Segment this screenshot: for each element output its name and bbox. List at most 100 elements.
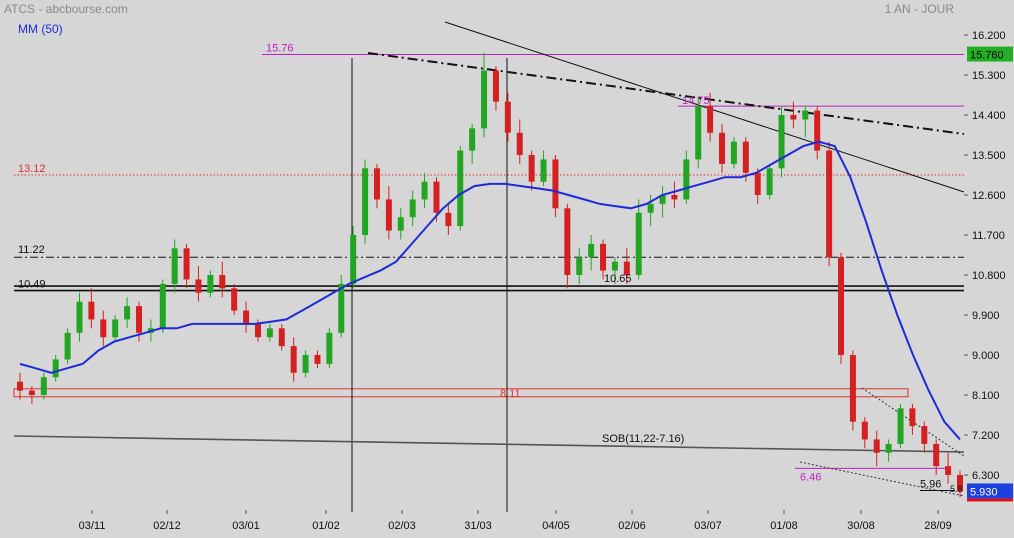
candle-body: [302, 355, 309, 373]
candle-65: [790, 101, 797, 129]
candle-43: [528, 150, 535, 191]
candle-body: [861, 421, 868, 440]
candle-71: [861, 417, 868, 449]
downtrend-line: [444, 21, 965, 193]
candle-body: [849, 355, 856, 422]
candle-34: [421, 172, 428, 209]
candle-body: [195, 279, 202, 293]
candle-41: [504, 92, 511, 142]
x-tick-8: 03/07: [694, 520, 722, 532]
candle-body: [635, 212, 642, 275]
candle-body: [945, 466, 952, 475]
candle-56: [683, 150, 690, 204]
x-tick-5: 31/03: [464, 520, 492, 532]
candle-body: [254, 323, 261, 338]
candle-64: [778, 106, 785, 178]
candle-73: [885, 439, 892, 462]
candle-13: [171, 239, 178, 293]
level-label-6: 6.46: [800, 471, 821, 483]
candle-27: [338, 275, 345, 338]
candle-body: [933, 443, 940, 467]
candle-body: [707, 106, 714, 133]
candle-48: [588, 235, 595, 271]
candle-body: [183, 248, 190, 280]
candle-body: [838, 257, 845, 355]
trendline-label: SOB(11,22-7.16): [602, 433, 684, 445]
candle-body: [957, 475, 963, 492]
candle-body: [730, 141, 737, 164]
candle-body: [588, 243, 595, 258]
candle-9: [124, 297, 131, 329]
candle-body: [528, 155, 535, 182]
candle-77: [933, 439, 940, 475]
candle-52: [635, 199, 642, 280]
candle-16: [207, 270, 214, 298]
candle-61: [742, 137, 749, 182]
zone-label: 8.11: [500, 388, 521, 400]
candle-body: [671, 195, 678, 200]
candle-body: [100, 319, 107, 338]
candle-body: [552, 159, 559, 209]
level-label-0: 15.76: [266, 43, 294, 55]
candle-body: [433, 181, 440, 213]
candle-body: [207, 275, 214, 293]
candle-45: [552, 155, 559, 218]
candle-22: [278, 323, 285, 351]
candle-body: [683, 159, 690, 200]
candle-72: [873, 430, 880, 467]
y-tick-6: 10.800: [972, 270, 1006, 282]
candle-31: [385, 186, 392, 240]
candle-body: [564, 208, 571, 275]
candle-body: [445, 212, 452, 227]
candle-body: [469, 128, 476, 151]
candle-body: [112, 319, 119, 338]
candle-29: [362, 159, 369, 244]
candle-75: [909, 403, 916, 435]
candle-15: [195, 266, 202, 302]
candle-body: [159, 283, 166, 329]
candle-57: [695, 97, 702, 169]
candle-body: [326, 332, 333, 364]
candle-38: [469, 123, 476, 164]
y-tick-8: 9.000: [972, 350, 1000, 362]
level-label-5: 10.65: [604, 273, 632, 285]
candle-body: [719, 132, 726, 164]
candle-6: [88, 288, 95, 329]
y-tick-3: 13.500: [972, 150, 1006, 162]
candle-body: [623, 261, 630, 275]
candle-body: [409, 199, 416, 218]
x-tick-2: 03/01: [232, 520, 260, 532]
x-axis: 03/11 02/12 03/01 01/02 02/03 31/03 04/05 02/06…: [79, 510, 952, 532]
candle-24: [302, 350, 309, 378]
candle-body: [457, 150, 464, 227]
candle-2: [40, 372, 47, 400]
level-label-2: 13.12: [18, 163, 46, 175]
y-tick-9: 8.100: [972, 390, 1000, 402]
candle-body: [76, 301, 83, 333]
candle-50: [611, 257, 618, 284]
price-tag-high-bg: [967, 46, 1013, 62]
candle-36: [445, 203, 452, 235]
candle-8: [112, 315, 119, 342]
candle-54: [659, 186, 666, 218]
candle-body: [659, 195, 666, 204]
y-axis: 16.200 15.300 14.400 13.500 12.600 11.700 10.8…: [964, 30, 1006, 482]
candle-7: [100, 310, 107, 347]
candle-body: [766, 168, 773, 195]
candlesticks: [17, 52, 963, 498]
candle-70: [849, 350, 856, 431]
candle-78: [945, 452, 952, 484]
x-tick-10: 30/08: [847, 520, 875, 532]
candle-body: [397, 217, 404, 231]
candle-18: [231, 283, 238, 315]
candle-body: [52, 359, 59, 378]
candle-body: [754, 172, 761, 195]
y-tick-4: 12.600: [972, 190, 1006, 202]
candle-76: [921, 421, 928, 453]
candle-26: [326, 328, 333, 369]
candle-body: [88, 301, 95, 320]
candle-body: [481, 70, 488, 129]
candle-23: [290, 337, 297, 382]
candle-44: [540, 150, 547, 187]
price-tags: 15.760 5.930: [967, 46, 1013, 502]
